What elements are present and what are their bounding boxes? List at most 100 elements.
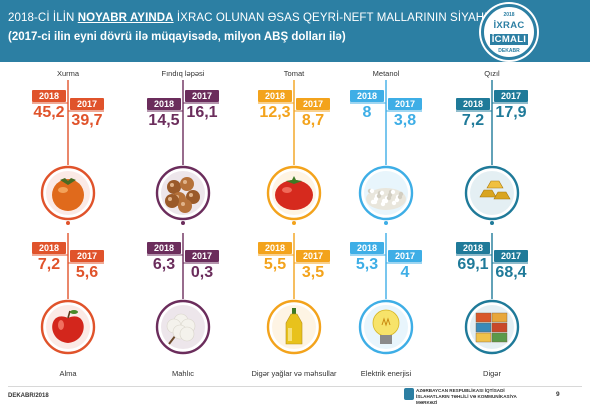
product-name: Tomat [284,69,305,78]
footer-date: DEKABR/2018 [8,393,49,399]
containers-icon-box [491,312,508,323]
methanol-icon-grain [380,201,386,207]
hazelnut-icon-nut [180,177,194,191]
methanol-icon-grain [376,193,382,199]
product-group: Tomat 2018 12,3 2017 8,7 [258,69,330,225]
year-tag-2017 [494,90,528,102]
hazelnut-icon-nut-shine [183,180,187,184]
product-name: Elektrik enerjisi [361,369,412,378]
product-name: Metanol [373,69,400,78]
year-label-2018: 2018 [39,91,59,101]
footer-divider [8,386,582,387]
year-tag-2018 [258,90,292,102]
year-label-2017: 2017 [303,99,323,109]
value-2018: 69,1 [457,256,488,273]
year-tag-2018 [32,242,66,254]
year-tag-2018 [32,90,66,102]
oil-bottle-icon-shine [288,328,292,341]
year-label-2018: 2018 [154,99,174,109]
year-label-2018: 2018 [39,243,59,253]
year-label-2018: 2018 [265,91,285,101]
year-label-2017: 2017 [501,251,521,261]
containers-icon-box [475,312,492,323]
year-label-2017: 2017 [192,251,212,261]
product-group: Qızıl 2018 7,2 2017 17,9 [456,69,528,225]
product-group: Alma 2018 7,2 2017 5,6 [32,233,104,378]
year-label-2018: 2018 [265,243,285,253]
methanol-icon-grain [391,200,397,206]
product-group: Digər yağlar və məhsullar 2018 5,5 2017 3,5 [251,233,337,378]
export-chart: Xurma 2018 45,2 2017 39,7 Fındıq ləpəsi 2018 14… [32,69,528,378]
product-group: Fındıq ləpəsi 2018 14,5 2017 16,1 [147,69,219,225]
value-2018: 8 [363,104,372,121]
ring-dot [181,221,185,225]
year-label-2017: 2017 [395,99,415,109]
value-2017: 16,1 [186,104,217,121]
value-2017: 8,7 [302,112,324,129]
value-2018: 45,2 [33,104,64,121]
page-subtitle: (2017-ci ilin eyni dövrü ilə müqayisədə,… [8,31,346,43]
lightbulb-icon-base [380,335,392,344]
containers-icon-box [475,322,492,333]
ring-dot [292,221,296,225]
apple-icon-shine [58,320,64,330]
value-2018: 14,5 [148,112,179,129]
methanol-icon-grain [386,195,392,201]
value-2018: 7,2 [462,112,484,129]
ixrac-icmali-badge: 2018 İXRAC İCMALI DEKABR [481,4,537,60]
page-number: 9 [556,391,560,398]
badge-month: DEKABR [498,48,520,54]
product-name: Digər yağlar və məhsullar [251,369,337,378]
product-group: Metanol 2018 8 2017 3,8 [350,69,422,225]
lightbulb-icon [372,309,400,337]
ring-dot [66,221,70,225]
product-name: Mahlıc [172,369,194,378]
year-tag-2017 [296,250,330,262]
persimmon-icon-shine [58,187,68,193]
year-label-2017: 2017 [303,251,323,261]
methanol-icon-grain [372,199,378,205]
value-2017: 3,5 [302,264,324,281]
apple-icon-leaf [70,310,78,314]
methanol-icon-grain [379,190,385,196]
year-tag-2018 [350,90,384,102]
value-2018: 7,2 [38,256,60,273]
badge-line1: İXRAC [493,20,525,31]
value-2017: 39,7 [71,112,102,129]
year-label-2018: 2018 [154,243,174,253]
value-2017: 17,9 [495,104,526,121]
hazelnut-icon-nut [165,194,179,208]
year-label-2017: 2017 [395,251,415,261]
methanol-icon-grain [397,194,403,200]
product-group: Digər 2018 69,1 2017 68,4 [456,233,528,378]
value-2017: 5,6 [76,264,98,281]
methanol-icon-grain [394,197,400,203]
value-2017: 4 [401,264,410,281]
year-tag-2017 [494,250,528,262]
year-tag-2017 [185,250,219,262]
year-tag-2017 [70,250,104,262]
hazelnut-icon-nut [178,199,192,213]
methanol-icon-grain [383,198,389,204]
year-tag-2017 [388,98,422,110]
year-label-2017: 2017 [77,99,97,109]
gold-icon-bar [479,189,497,198]
value-2017: 68,4 [495,264,526,281]
value-2017: 0,3 [191,264,213,281]
year-tag-2017 [388,250,422,262]
methanol-icon-grain [390,189,396,195]
product-group: Mahlıc 2018 6,3 2017 0,3 [147,233,219,378]
gold-icon-bar [486,180,504,189]
containers-icon-box [491,332,508,343]
tomato-icon-shine [282,187,292,193]
product-name: Digər [483,369,501,378]
cotton-icon-boll [179,326,195,342]
year-tag-2018 [147,98,181,110]
oil-bottle-icon-cap [292,308,296,314]
hazelnut-icon-nut-shine [168,197,172,201]
page-title: 2018-Cİ İLİN NOYABR AYINDA İXRAC OLUNAN … [8,12,499,24]
year-label-2017: 2017 [77,251,97,261]
year-tag-2018 [258,242,292,254]
ring-dot [490,221,494,225]
product-name: Fındıq ləpəsi [162,69,205,78]
